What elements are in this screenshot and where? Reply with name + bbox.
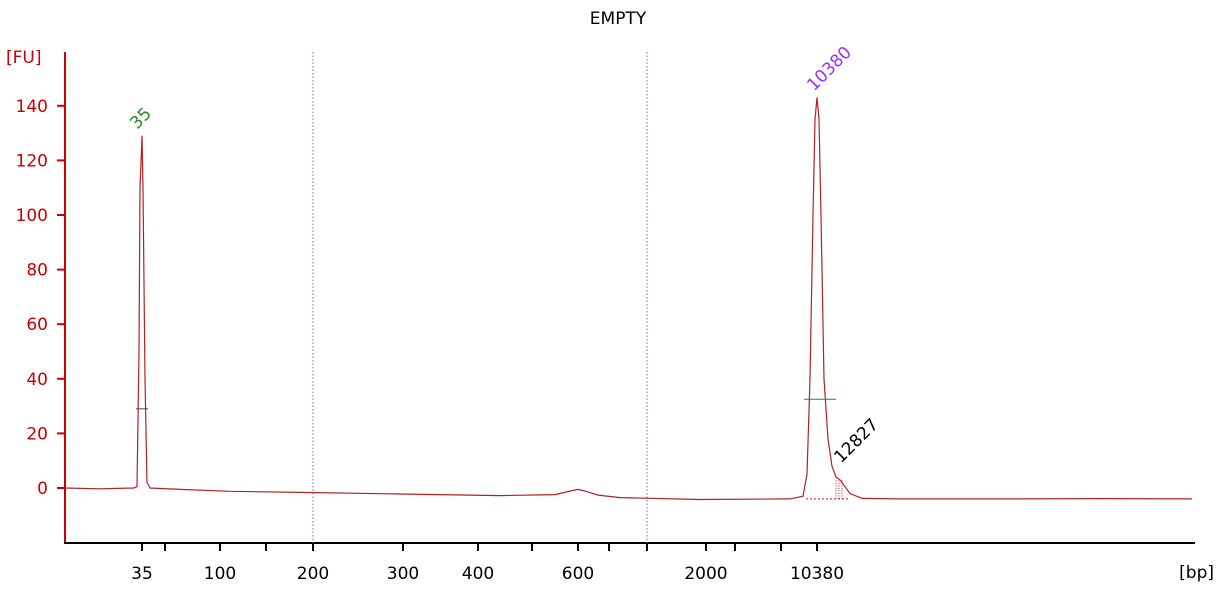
y-axis-label: [FU] — [6, 48, 42, 68]
x-ticks: 35 100 200 300 400 600 2000 10380 — [131, 543, 844, 584]
x-tick-label: 200 — [297, 564, 329, 584]
y-tick-label: 40 — [26, 370, 48, 390]
x-tick-label: 10380 — [790, 564, 844, 584]
x-tick-label: 600 — [562, 564, 594, 584]
peak-markers — [136, 398, 850, 500]
peak-labels: 35 10380 12827 — [126, 43, 882, 468]
x-tick-label: 300 — [387, 564, 419, 584]
y-tick-label: 140 — [16, 97, 48, 117]
y-tick-label: 60 — [26, 315, 48, 335]
x-tick-label: 2000 — [684, 564, 727, 584]
x-tick-label: 100 — [204, 564, 236, 584]
y-tick-label: 20 — [26, 424, 48, 444]
x-tick-label: 35 — [131, 564, 153, 584]
x-axis-label: [bp] — [1179, 563, 1214, 583]
y-tick-label: 80 — [26, 261, 48, 281]
peak-label: 10380 — [803, 43, 855, 95]
y-tick-label: 0 — [37, 479, 48, 499]
gridlines — [312, 52, 648, 543]
peak-label: 12827 — [830, 415, 882, 467]
chart-title: EMPTY — [590, 9, 647, 29]
trace-line — [64, 97, 1193, 501]
peak-label: 35 — [126, 104, 155, 133]
y-tick-label: 100 — [16, 206, 48, 226]
y-tick-label: 120 — [16, 151, 48, 171]
x-tick-label: 400 — [462, 564, 494, 584]
y-ticks: 0 20 40 60 80 100 120 140 — [16, 97, 65, 499]
